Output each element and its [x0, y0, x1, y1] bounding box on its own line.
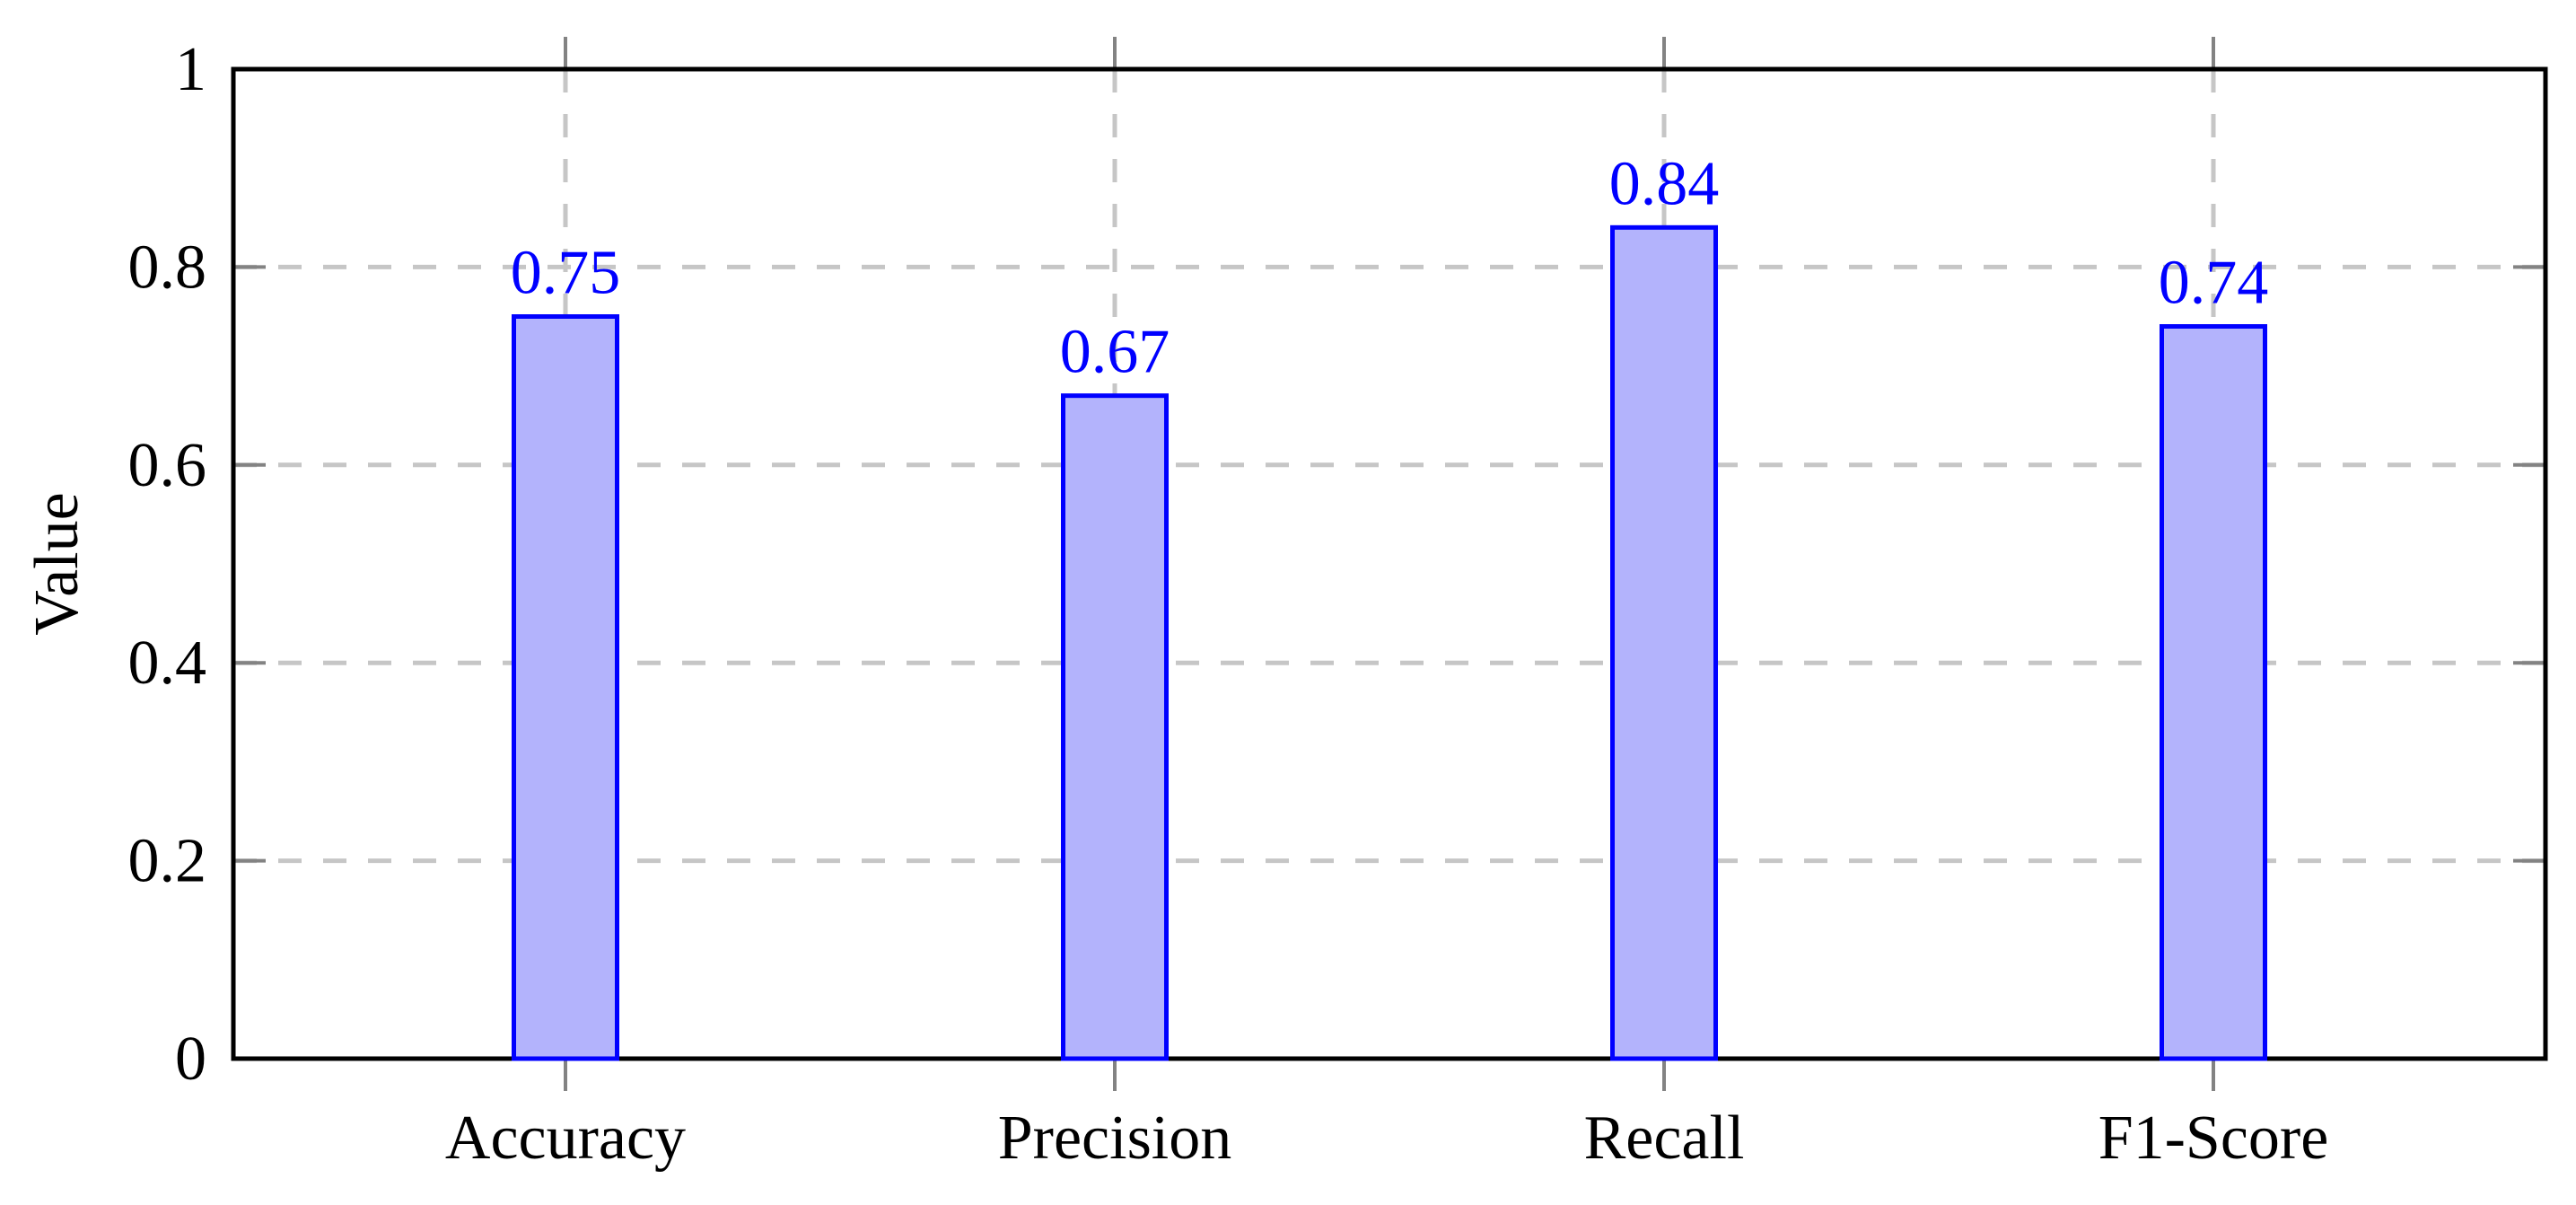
- bar: [512, 314, 619, 1061]
- bar: [2160, 324, 2267, 1061]
- tick-marks: [235, 37, 2544, 1091]
- bar-value-label: 0.74: [2159, 249, 2269, 318]
- value-labels: 0.75 0.67 0.84 0.74: [511, 149, 2269, 386]
- y-tick-label: 0.8: [128, 233, 207, 302]
- x-tick-label: F1-Score: [2098, 1104, 2329, 1173]
- y-tick-label: 1: [175, 35, 206, 104]
- plot-frame: [231, 66, 2548, 1061]
- y-tick-label: 0.6: [128, 431, 207, 500]
- y-tick-labels: 0 0.2 0.4 0.6 0.8 1: [128, 35, 207, 1094]
- bar-value-label: 0.67: [1060, 318, 1170, 387]
- x-tick-label: Precision: [998, 1104, 1232, 1173]
- bars: [512, 224, 2267, 1061]
- bar: [1061, 393, 1169, 1061]
- x-tick-label: Accuracy: [445, 1104, 686, 1173]
- x-tick-labels: Accuracy Precision Recall F1-Score: [445, 1104, 2328, 1173]
- y-tick-label: 0: [175, 1025, 206, 1094]
- y-axis-title: Value: [22, 492, 92, 635]
- bar-value-label: 0.84: [1609, 149, 1720, 218]
- x-tick-label: Recall: [1584, 1104, 1745, 1173]
- y-tick-label: 0.4: [128, 629, 207, 698]
- y-tick-label: 0.2: [128, 827, 207, 896]
- bar-value-label: 0.75: [511, 239, 621, 308]
- bar: [1610, 224, 1718, 1061]
